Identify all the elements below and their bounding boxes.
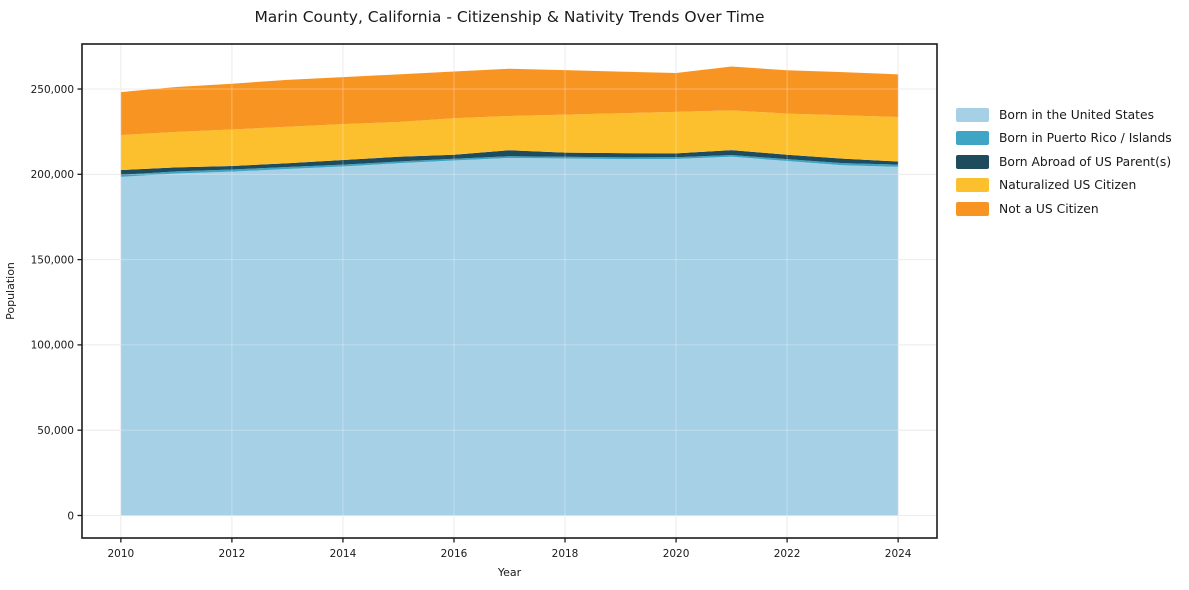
y-axis-label: Population	[4, 262, 17, 320]
legend-swatch-not-citizen	[956, 201, 989, 216]
legend-label: Born Abroad of US Parent(s)	[999, 154, 1172, 169]
legend-item: Not a US Citizen	[956, 197, 1172, 221]
x-tick-label: 2016	[441, 548, 468, 560]
y-tick-label: 0	[67, 510, 74, 522]
area-band-0	[120, 156, 899, 516]
area-band-3	[120, 110, 899, 171]
x-tick-label: 2012	[219, 548, 246, 560]
legend-item: Naturalized US Citizen	[956, 174, 1172, 198]
area-series	[120, 66, 899, 516]
legend: Born in the United States Born in Puerto…	[956, 103, 1172, 221]
x-tick-label: 2024	[885, 548, 912, 560]
y-tick-label: 150,000	[31, 254, 74, 266]
y-tick-label: 250,000	[31, 84, 74, 96]
x-tick-label: 2022	[774, 548, 801, 560]
x-axis-label: Year	[497, 566, 522, 579]
y-tick-label: 200,000	[31, 169, 74, 181]
x-tick-label: 2014	[330, 548, 357, 560]
axis-ticks	[77, 88, 899, 543]
y-tick-label: 50,000	[37, 425, 74, 437]
legend-swatch-born-us	[956, 107, 989, 122]
plot-border	[81, 43, 938, 539]
axis-tick-labels: 2010 2012 2014 2016 2018 2020 2022 2024 0 50,000 1…	[31, 84, 912, 560]
legend-swatch-puerto-rico	[956, 131, 989, 146]
area-band-4	[120, 66, 899, 136]
area-band-2	[120, 150, 899, 175]
legend-swatch-born-abroad	[956, 154, 989, 169]
x-tick-label: 2018	[552, 548, 579, 560]
legend-label: Not a US Citizen	[999, 201, 1099, 216]
legend-swatch-naturalized	[956, 178, 989, 193]
legend-label: Born in the United States	[999, 107, 1154, 122]
x-tick-label: 2020	[663, 548, 690, 560]
legend-label: Naturalized US Citizen	[999, 178, 1137, 193]
axes-spines	[81, 43, 938, 539]
gridlines-overlay	[82, 44, 937, 538]
chart-title: Marin County, California - Citizenship &…	[254, 8, 764, 26]
legend-item: Born in the United States	[956, 103, 1172, 127]
legend-label: Born in Puerto Rico / Islands	[999, 131, 1172, 146]
y-tick-label: 100,000	[31, 340, 74, 352]
legend-item: Born in Puerto Rico / Islands	[956, 127, 1172, 151]
x-tick-label: 2010	[107, 548, 134, 560]
legend-item: Born Abroad of US Parent(s)	[956, 150, 1172, 174]
